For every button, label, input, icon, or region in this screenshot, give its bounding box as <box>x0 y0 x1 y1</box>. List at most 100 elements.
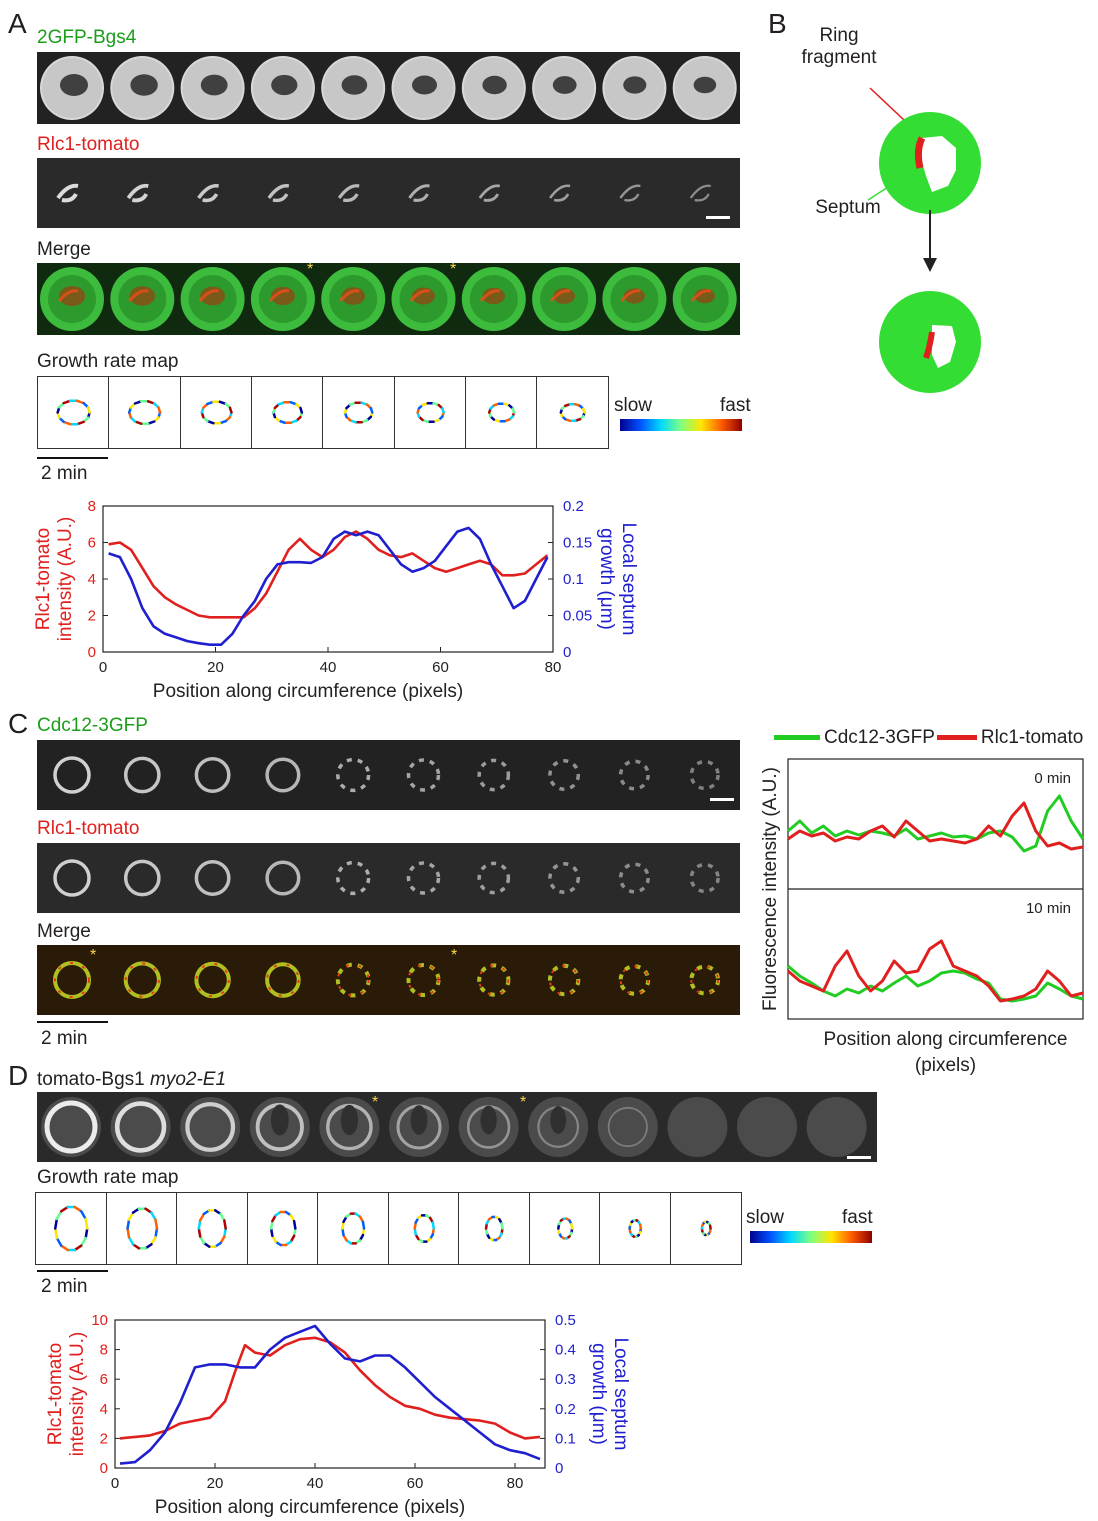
growth-map-frame <box>250 376 325 449</box>
image-strip-rlc1-c <box>37 843 740 913</box>
legend-swatch-red <box>936 735 977 741</box>
image-strip-rlc1 <box>37 158 740 228</box>
label-line: Position along circumference <box>824 1029 1068 1050</box>
text-line: fragment <box>802 47 878 68</box>
merge-ring-red <box>124 962 160 998</box>
y-tick-label-left: 8 <box>88 498 96 515</box>
ring-frame <box>265 757 301 793</box>
ring-frame <box>618 759 650 791</box>
y-tick-label-right: 0.1 <box>563 571 584 588</box>
chart-d: 0 20 40 60 80 0 2 4 6 8 10 0 0.1 0.2 0.3 0.4 0.5 Position… <box>45 1312 631 1518</box>
septum-hole-frame <box>271 74 298 96</box>
colorbar-fast: fast <box>720 395 751 416</box>
septum-hole-frame <box>130 74 158 96</box>
rlc1-frames <box>56 183 711 203</box>
time-scale-label: 2 min <box>41 463 88 484</box>
image-strip-cdc12 <box>37 740 740 810</box>
label-line: intensity (A.U.) <box>67 1332 88 1457</box>
growth-map-frame <box>179 376 253 449</box>
growth-outline <box>484 1215 504 1242</box>
ring-frame <box>53 756 91 794</box>
growth-map-frame <box>393 376 467 449</box>
growth-outline <box>125 1207 158 1250</box>
ring-frame <box>619 184 641 202</box>
septum-ring <box>114 1101 167 1153</box>
y-tick-label-left: 0 <box>88 644 96 661</box>
growth-outline <box>200 400 233 425</box>
merge-frames <box>40 267 737 331</box>
growth-segment <box>127 1211 134 1221</box>
growth-map-frame <box>37 376 111 449</box>
growth-map-frame <box>536 376 610 449</box>
growth-segment <box>440 407 445 414</box>
merge-ring <box>479 289 501 302</box>
channel-label-cdc12: Cdc12-3GFP <box>37 715 148 736</box>
growth-segment <box>197 1219 202 1230</box>
growth-segment <box>55 1210 63 1221</box>
asterisk: * <box>450 261 457 278</box>
merge-ring <box>406 963 441 997</box>
merge-ring <box>339 289 360 302</box>
septum-hole <box>920 136 956 192</box>
asterisk: * <box>520 1094 527 1111</box>
growth-segment <box>73 1244 83 1252</box>
merge-ring <box>198 289 219 302</box>
growth-segment <box>500 1222 504 1230</box>
growth-segment <box>79 1236 87 1247</box>
ring-frame <box>549 184 571 202</box>
merge-ring <box>549 289 571 302</box>
y-tick-label-left: 6 <box>100 1371 108 1388</box>
growth-segment <box>73 1205 83 1213</box>
growth-segment <box>127 1236 134 1246</box>
plot-frame <box>102 505 554 653</box>
septum-hole-frame <box>693 76 717 94</box>
growth-segment <box>157 406 162 414</box>
ring-frame <box>618 862 650 894</box>
x-tick-label: 80 <box>507 1475 524 1492</box>
growth-segment <box>54 1227 59 1240</box>
septum-hole-frame <box>623 76 647 94</box>
growth-map-frame <box>108 376 182 449</box>
cell-bg <box>110 1097 171 1157</box>
image-strip-merge <box>37 263 740 335</box>
x-tick-label: 20 <box>207 1475 224 1492</box>
panel-d-title: tomato-Bgs1 myo2-E1 <box>37 1070 226 1089</box>
cell-bg <box>667 1097 728 1157</box>
merge-label: Merge <box>37 239 91 260</box>
label-line: (pixels) <box>915 1055 976 1075</box>
merge-ring <box>268 289 290 302</box>
series-line <box>108 526 549 646</box>
merge-ring-red <box>690 965 720 995</box>
merge-ring-red <box>195 962 230 998</box>
y-tick-label-right: 0.2 <box>563 498 584 515</box>
growth-segment <box>149 1236 157 1246</box>
y-tick-label-left: 2 <box>88 608 96 625</box>
ring-frame <box>548 862 581 894</box>
growth-map-frame <box>317 1192 390 1265</box>
growth-outline <box>197 1209 227 1248</box>
cell-bg <box>597 1097 658 1157</box>
y-axis-label-left: Rlc1-tomatointensity (A.U.) <box>45 1332 88 1457</box>
channel-label-rlc1-c: Rlc1-tomato <box>37 818 140 839</box>
ring-frame <box>53 859 91 897</box>
septum-hole-frame <box>482 75 507 95</box>
ring-frame <box>265 860 301 896</box>
label-line: Local septum <box>610 1337 631 1450</box>
merge-ring <box>620 289 641 302</box>
cell-bg <box>806 1097 867 1157</box>
y-tick-label-left: 2 <box>100 1430 108 1447</box>
growth-segment <box>223 1227 227 1238</box>
trace-line <box>787 939 1084 1003</box>
ring-frame <box>406 758 441 792</box>
scale-bar <box>847 1156 871 1159</box>
label-line: intensity (A.U.) <box>55 517 76 642</box>
x-tick-label: 60 <box>407 1475 424 1492</box>
growth-outline <box>413 1214 435 1243</box>
septum-hole-frame <box>200 74 228 96</box>
label-line: Rlc1-tomato <box>33 528 54 630</box>
growth-segment <box>197 1227 202 1238</box>
asterisk: * <box>90 947 97 964</box>
scale-bar <box>710 798 734 801</box>
ring-fragment-label: Ring fragment <box>802 25 878 68</box>
septum-ring <box>185 1102 236 1152</box>
